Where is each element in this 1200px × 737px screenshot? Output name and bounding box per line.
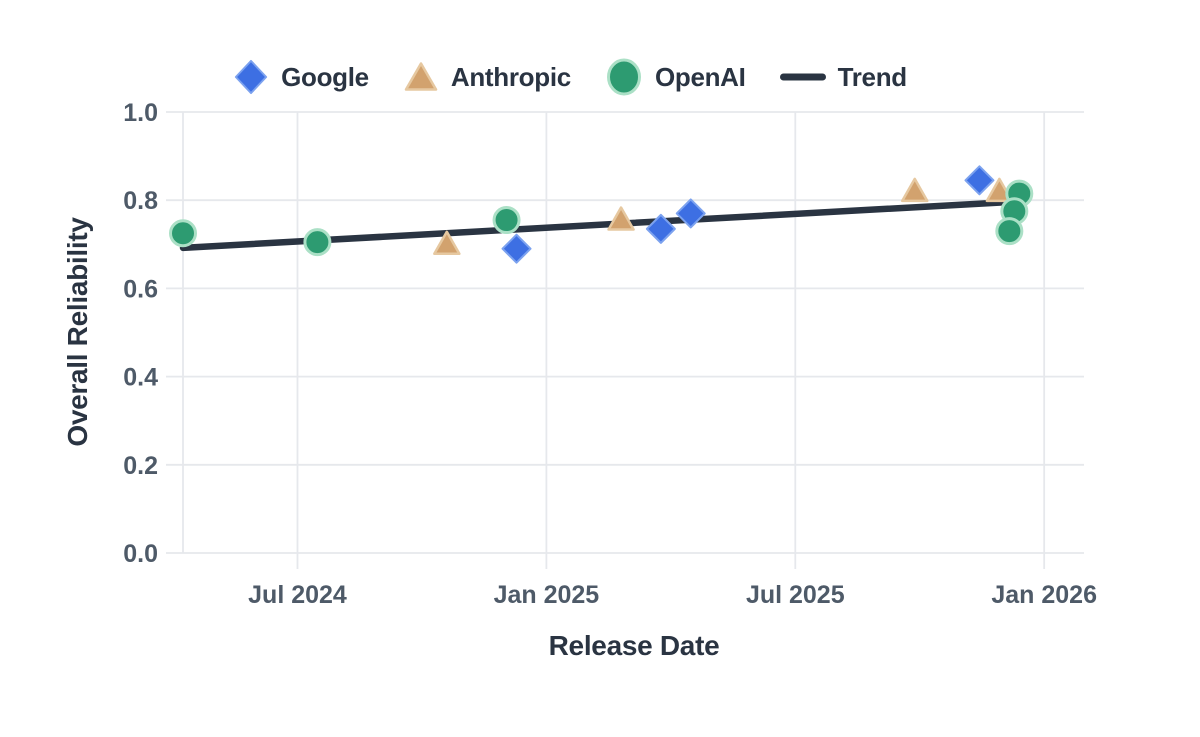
data-point-anthropic <box>433 230 461 256</box>
data-point-openai <box>303 228 332 257</box>
data-point-anthropic <box>607 206 635 231</box>
legend-item-google: Google <box>233 58 369 96</box>
x-axis-title: Release Date <box>548 630 720 661</box>
legend-label-anthropic: Anthropic <box>450 61 571 92</box>
chart-legend: Google Anthropic OpenAI Trend <box>0 54 1140 100</box>
y-tick-label: 0.4 <box>123 364 158 392</box>
openai-circle-icon <box>606 58 641 96</box>
data-point-google <box>645 213 676 244</box>
data-point-google <box>675 198 706 229</box>
google-diamond-icon <box>234 59 268 95</box>
x-tick-label: Jul 2025 <box>746 581 845 609</box>
legend-item-trend: Trend <box>779 61 908 93</box>
legend-label-openai: OpenAI <box>654 61 746 92</box>
y-tick-label: 0.0 <box>123 540 158 568</box>
x-tick-label: Jan 2025 <box>494 581 600 609</box>
data-point-google <box>964 165 995 196</box>
data-point-anthropic <box>901 177 929 203</box>
data-point-google <box>501 233 532 264</box>
legend-label-trend: Trend <box>837 61 908 92</box>
y-tick-label: 0.8 <box>123 187 158 215</box>
anthropic-triangle-icon <box>404 62 438 91</box>
y-tick-label: 0.6 <box>123 275 158 303</box>
data-point-openai <box>995 217 1024 246</box>
y-axis-title: Overall Reliability <box>62 217 93 447</box>
trend-line-icon <box>779 73 826 81</box>
legend-item-anthropic: Anthropic <box>403 60 571 94</box>
y-tick-label: 0.2 <box>123 452 158 480</box>
legend-label-google: Google <box>281 61 369 92</box>
data-point-openai <box>492 206 521 235</box>
legend-item-openai: OpenAI <box>605 57 746 97</box>
x-tick-label: Jan 2026 <box>991 581 1097 609</box>
data-point-openai <box>169 219 197 248</box>
x-tick-label: Jul 2024 <box>248 581 347 609</box>
y-tick-label: 1.0 <box>123 99 158 127</box>
